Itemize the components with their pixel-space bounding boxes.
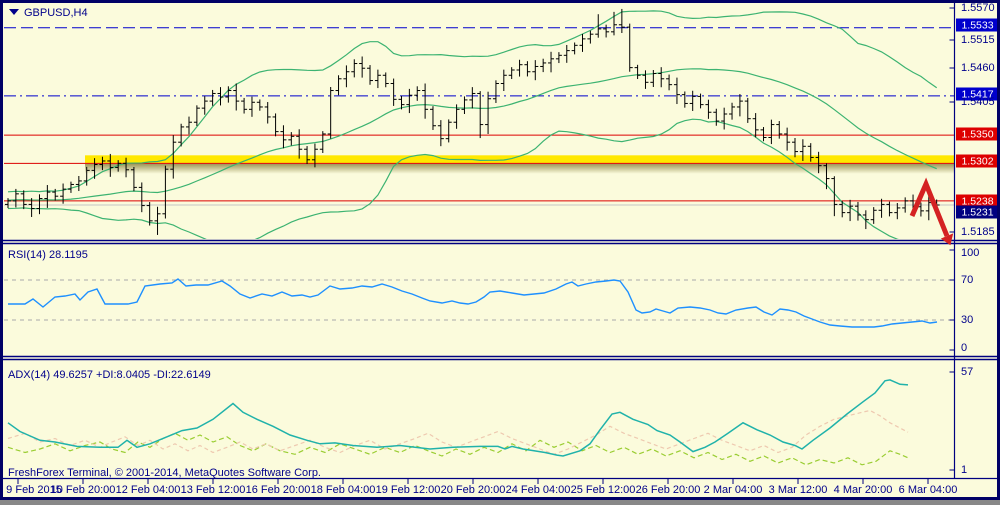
main-price-panel[interactable] xyxy=(4,8,954,250)
price-axis-label: 1.5570 xyxy=(961,2,995,14)
adx-indicator-panel[interactable] xyxy=(7,379,909,466)
symbol-period-label: GBPUSD,H4 xyxy=(24,7,88,19)
trend-arrow-line xyxy=(909,177,950,237)
time-axis-label: 13 Feb 12:00 xyxy=(181,484,246,496)
time-axis-label: 20 Feb 20:00 xyxy=(441,484,506,496)
price-badge-label: 1.5533 xyxy=(961,20,993,32)
symbol-title: GBPUSD,H4 xyxy=(9,7,88,19)
price-badge-label: 1.5350 xyxy=(961,129,993,141)
band-shadow xyxy=(85,163,954,174)
trend-arrow-head xyxy=(940,233,954,246)
trend-arrow-annotation xyxy=(909,177,954,246)
time-axis-label: 24 Feb 04:00 xyxy=(506,484,571,496)
plus-di-line xyxy=(7,432,909,466)
price-badge-1.5417 xyxy=(956,87,999,101)
panel-separators[interactable] xyxy=(0,239,1000,480)
rsi-label: RSI(14) 28.1195 xyxy=(8,249,88,261)
time-axis-label: 4 Mar 20:00 xyxy=(834,484,893,496)
time-axis-label: 25 Feb 12:00 xyxy=(571,484,636,496)
copyright-label: FreshForex Terminal, © 2001-2014, MetaQu… xyxy=(8,467,321,479)
time-axis-label: 2 Mar 04:00 xyxy=(704,484,763,496)
price-badge-label: 1.5302 xyxy=(961,156,993,168)
price-badge-1.5302 xyxy=(956,154,999,168)
time-axis-label: 9 Feb 2015 xyxy=(6,484,62,496)
time-axis-label: 16 Feb 20:00 xyxy=(246,484,311,496)
adx-axis-label: 1 xyxy=(961,464,967,476)
price-axis-label: 1.5185 xyxy=(961,226,995,238)
rsi-axis-label: 70 xyxy=(961,274,973,286)
price-badge-1.5533 xyxy=(956,18,999,32)
bollinger-upper-line xyxy=(7,10,938,193)
adx-axis-label: 57 xyxy=(961,366,973,378)
price-badge-label: 1.5231 xyxy=(961,207,993,219)
price-badge-label: 1.5417 xyxy=(961,89,993,101)
time-axis-label: 6 Mar 04:00 xyxy=(899,484,958,496)
time-axis-label: 12 Feb 04:00 xyxy=(116,484,181,496)
time-axis-label: 3 Mar 12:00 xyxy=(769,484,828,496)
minus-di-line xyxy=(7,409,909,455)
rsi-axis-label: 0 xyxy=(961,342,967,354)
rsi-axis-label: 30 xyxy=(961,314,973,326)
rsi-axis-label: 100 xyxy=(961,247,979,259)
price-axis-label: 1.5405 xyxy=(961,96,995,108)
price-axis-label: 1.5515 xyxy=(961,34,995,46)
time-axis-label: 18 Feb 04:00 xyxy=(311,484,376,496)
time-axis-label: 19 Feb 12:00 xyxy=(376,484,441,496)
rsi-indicator-panel[interactable] xyxy=(4,278,954,328)
adx-label: ADX(14) 49.6257 +DI:8.0405 -DI:22.6149 xyxy=(8,369,211,381)
adx-line xyxy=(7,379,909,457)
triangle-marker-icon xyxy=(9,9,19,15)
price-badge-label: 1.5238 xyxy=(961,196,993,208)
time-axis-label: 10 Feb 20:00 xyxy=(51,484,116,496)
ohlc-bars xyxy=(5,8,940,235)
time-axis-label: 26 Feb 20:00 xyxy=(636,484,701,496)
price-badge-1.5350 xyxy=(956,127,999,141)
price-badge-1.5238 xyxy=(956,194,999,208)
price-axis-label: 1.5460 xyxy=(961,62,995,74)
rsi-line xyxy=(8,278,938,328)
bollinger-lower-line xyxy=(7,118,899,239)
price-badge-1.5231 xyxy=(956,205,999,219)
yellow-highlight-band xyxy=(85,155,954,164)
